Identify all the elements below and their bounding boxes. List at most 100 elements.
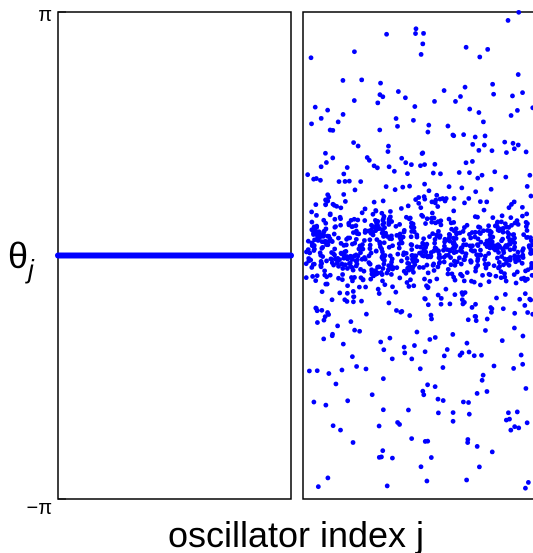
right-phase-point [409,356,415,362]
right-phase-point [411,283,417,289]
right-phase-point [519,204,525,210]
right-phase-point [444,347,450,352]
right-phase-point [488,186,494,192]
right-phase-point [485,46,491,52]
right-phase-point [502,244,508,249]
right-phase-point [464,477,470,483]
right-phase-point [332,224,338,230]
right-phase-point [507,237,513,243]
right-phase-point [310,274,316,279]
right-phase-point [431,261,437,267]
right-phase-point [502,292,508,297]
right-phase-point [428,312,434,318]
right-phase-point [528,297,533,303]
right-phase-point [322,272,328,278]
right-phase-point [436,260,442,266]
right-phase-point [402,95,408,101]
right-phase-point [303,261,309,267]
right-phase-point [430,231,436,237]
right-phase-point [496,250,501,255]
right-phase-point [524,184,530,189]
right-phase-point [470,243,475,249]
x-axis-label: oscillator index j [168,514,424,553]
right-phase-point [436,228,441,234]
right-phase-point [470,248,476,254]
right-phase-point [473,268,478,274]
right-phase-point [340,112,346,117]
right-phase-point [456,255,462,261]
right-phase-point [524,211,530,217]
right-phase-point [378,270,384,276]
right-phase-point [470,159,475,164]
right-phase-point [427,337,433,342]
right-phase-point [425,284,431,290]
right-phase-point [498,275,504,281]
right-phase-point [429,219,435,225]
right-phase-point [435,292,441,298]
right-phase-point [524,420,530,426]
right-phase-point [452,262,458,268]
right-phase-point [338,216,343,222]
right-phase-point [403,250,409,256]
right-phase-point [351,98,357,103]
right-phase-point [409,267,415,272]
right-phase-point [354,364,359,369]
right-phase-point [426,253,431,259]
right-phase-point [348,319,354,325]
right-phase-point [422,181,427,187]
right-phase-point [402,350,408,356]
right-phase-point [463,242,469,248]
right-phase-point [362,230,368,235]
right-phase-point [450,332,456,337]
right-phase-point [395,89,401,94]
right-phase-point [405,203,411,209]
right-phase-point [484,389,490,394]
right-phase-point [496,228,502,234]
right-phase-point [500,306,506,312]
right-phase-point [466,196,472,201]
right-phase-point [481,142,487,148]
right-phase-point [373,208,379,214]
right-phase-point [529,272,533,278]
right-phase-point [507,247,513,253]
right-phase-point [311,243,317,248]
right-phase-point [414,244,420,250]
right-phase-point [475,262,481,268]
right-phase-point [313,224,318,230]
right-phase-point [451,196,457,201]
right-phase-point [475,243,481,249]
right-phase-point [472,229,478,235]
right-phase-point [358,250,363,256]
right-phase-point [308,55,314,61]
right-phase-point [409,247,415,252]
right-phase-point [428,455,434,460]
right-phase-point [359,77,365,83]
right-phase-point [520,252,526,258]
right-phase-point [441,353,447,359]
right-phase-point [401,344,407,350]
right-phase-point [363,284,368,290]
right-phase-point [411,225,417,230]
right-phase-point [305,238,311,244]
right-phase-point [399,155,405,161]
right-phase-point [407,313,413,318]
right-phase-point [417,264,422,270]
right-phase-point [527,244,532,250]
right-phase-point [448,262,454,268]
right-phase-point [386,164,392,170]
right-phase-point [505,230,511,235]
right-phase-point [432,236,438,242]
right-phase-point [435,264,441,270]
right-phase-point [350,278,355,284]
right-phase-point [511,272,517,278]
right-phase-point [444,247,450,253]
right-phase-point [445,266,451,272]
right-phase-point [338,427,343,433]
y-tick-label-bottom: −π [27,497,52,519]
right-phase-point [336,179,342,185]
right-phase-point [334,203,340,209]
right-phase-point [327,272,333,278]
right-phase-point [460,229,466,234]
right-phase-point [426,188,432,194]
right-phase-point [318,115,324,121]
